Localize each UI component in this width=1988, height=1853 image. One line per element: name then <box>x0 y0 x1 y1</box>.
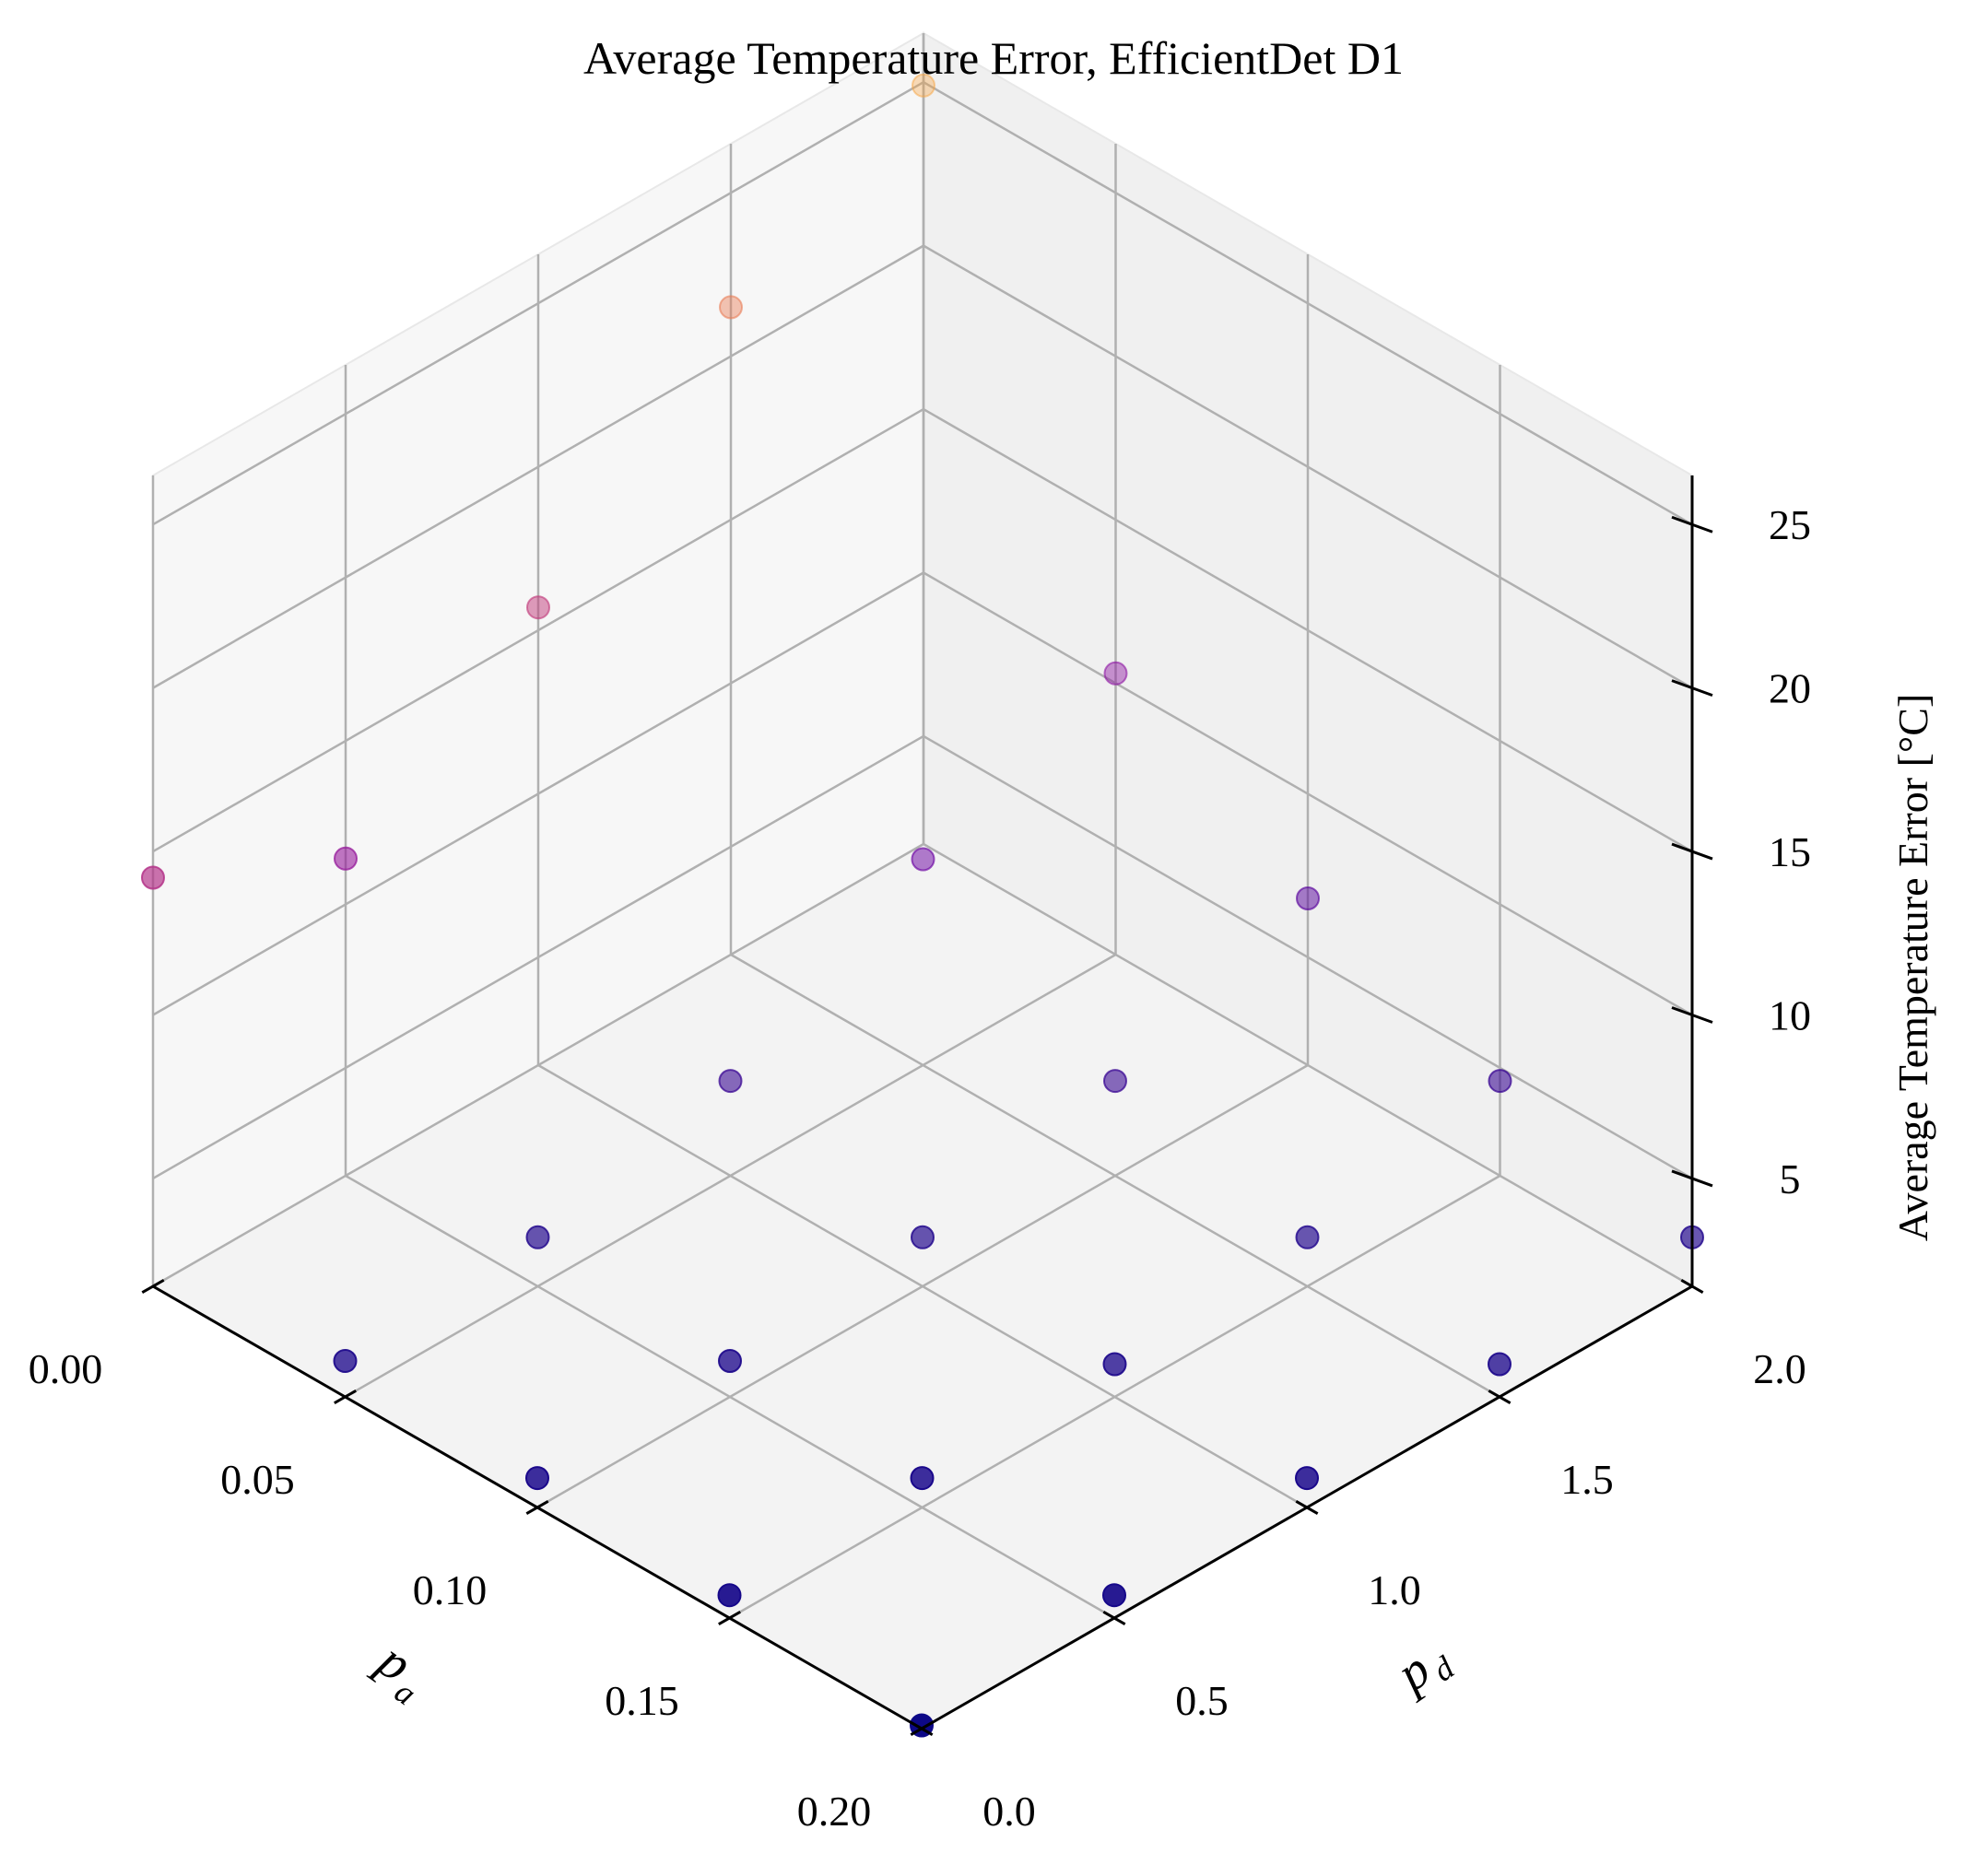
y-tick-label: 1.0 <box>1368 1566 1421 1613</box>
scatter-point <box>1488 1069 1512 1094</box>
z-tick-label: 5 <box>1780 1155 1801 1202</box>
wall-grid-line <box>152 407 924 853</box>
x-axis-label: p a <box>365 1630 423 1713</box>
z-tick-mark <box>1671 842 1713 861</box>
scatter-point <box>525 1466 549 1491</box>
scatter-point <box>911 1225 935 1249</box>
x-tick-label: 0.20 <box>797 1788 872 1835</box>
z-tick-marks <box>1671 515 1713 1188</box>
scatter-point <box>334 846 358 871</box>
z-tick-label: 25 <box>1769 501 1811 548</box>
y-tick-label: 1.5 <box>1560 1456 1614 1503</box>
scatter-point <box>1295 1225 1320 1249</box>
z-tick-mark <box>1671 515 1713 534</box>
x-tick-mark <box>334 1389 357 1405</box>
wall-grid-line <box>923 407 1693 853</box>
z-tick-mark <box>1671 1169 1713 1188</box>
floor-grid-line <box>730 953 1500 1399</box>
wall-grid-line <box>152 81 924 526</box>
scatter-points <box>141 73 1704 1738</box>
z-axis-label-text: Average Temperature Error [°C] <box>1889 694 1936 1242</box>
wall-grid-line <box>152 571 924 1016</box>
z-tick-label: 10 <box>1769 992 1811 1039</box>
scatter-point <box>911 847 935 872</box>
wall-grid-line <box>152 734 924 1179</box>
y-tick-labels: 0.0 0.5 1.0 1.5 2.0 <box>982 1345 1806 1835</box>
y-tick-mark <box>1488 1389 1512 1405</box>
z-tick-mark <box>1671 679 1713 698</box>
scatter-point <box>141 865 165 890</box>
y-axis-label-main: p <box>1383 1641 1441 1705</box>
y-tick-mark <box>910 1720 934 1737</box>
scatter-point <box>719 295 743 320</box>
floor-grid-line <box>537 1063 1308 1509</box>
x-tick-mark <box>525 1499 549 1516</box>
y-tick-label: 0.5 <box>1175 1677 1229 1724</box>
scatter-point <box>1103 1069 1127 1094</box>
z-tick-mark <box>1671 1006 1713 1024</box>
x-tick-label: 0.15 <box>605 1677 679 1724</box>
scatter-point <box>1296 886 1320 910</box>
wall-grid-line <box>923 81 1693 526</box>
scatter-point <box>1488 1352 1512 1377</box>
scatter-point <box>910 1466 935 1491</box>
x-tick-label: 0.10 <box>413 1566 488 1613</box>
z-tick-label: 20 <box>1769 665 1811 712</box>
scatter-point <box>717 1583 742 1608</box>
wall-grid-line <box>923 571 1693 1016</box>
z-tick-labels: 5 10 15 20 25 <box>1769 501 1811 1202</box>
scatter-point <box>333 1349 358 1373</box>
y-tick-mark <box>1295 1499 1319 1516</box>
wall-grid-line <box>152 244 924 689</box>
wall-grid-line <box>923 734 1693 1179</box>
y-axis-label: p d <box>1383 1641 1461 1705</box>
scatter-point <box>525 1225 550 1249</box>
scatter-point <box>718 1069 743 1094</box>
wall-grid-line <box>923 244 1693 689</box>
x-tick-mark <box>718 1610 741 1626</box>
scatter-point <box>1103 661 1128 686</box>
z-axis-label: Average Temperature Error [°C] <box>1889 694 1936 1242</box>
chart-title: Average Temperature Error, EfficientDet … <box>583 32 1404 84</box>
x-tick-label: 0.00 <box>29 1345 103 1392</box>
x-tick-mark <box>141 1278 165 1295</box>
x-tick-labels: 0.00 0.05 0.10 0.15 0.20 <box>29 1345 872 1835</box>
scatter-point <box>1102 1352 1127 1377</box>
y-tick-marks <box>910 1278 1704 1737</box>
z-tick-label: 15 <box>1769 828 1811 875</box>
y-tick-label: 0.0 <box>982 1788 1036 1835</box>
scatter-point <box>912 73 935 98</box>
scatter-point <box>718 1349 742 1373</box>
scatter-point <box>1295 1466 1319 1491</box>
floor-grid-line <box>345 1174 1115 1620</box>
y-tick-mark <box>1102 1610 1126 1626</box>
x-tick-label: 0.05 <box>220 1456 295 1503</box>
scatter-point <box>526 595 550 620</box>
y-tick-mark <box>1680 1278 1704 1295</box>
y-tick-label: 2.0 <box>1753 1345 1806 1392</box>
scatter-point <box>1102 1583 1126 1608</box>
